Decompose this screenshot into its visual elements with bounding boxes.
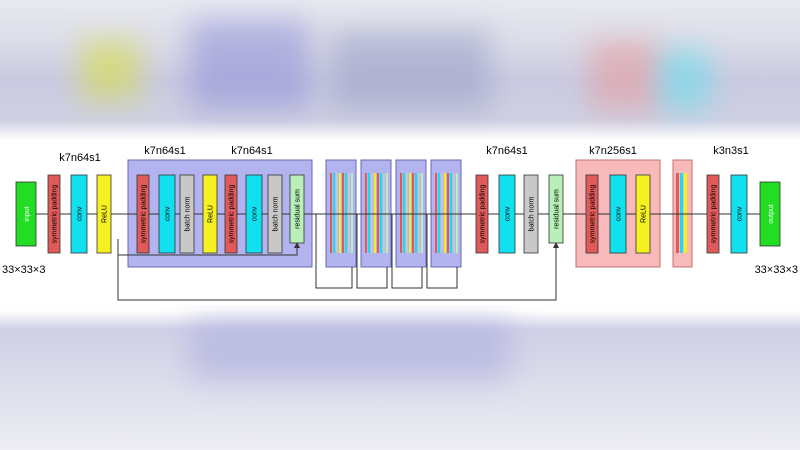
layer-relu: ReLU bbox=[96, 174, 112, 254]
svg-text:batch norm: batch norm bbox=[185, 196, 192, 231]
layer-batch-norm: batch norm bbox=[267, 174, 283, 254]
background-blob bbox=[80, 40, 140, 100]
layer-padding: symmetric padding bbox=[47, 174, 61, 254]
skip-connection bbox=[315, 214, 353, 289]
layer-conv: conv bbox=[730, 174, 748, 254]
svg-text:conv: conv bbox=[616, 206, 623, 221]
network-diagram: input symmetric padding conv ReLU symmet… bbox=[2, 145, 798, 301]
layer-input: input bbox=[15, 181, 37, 247]
diagram-panel: input symmetric padding conv ReLU symmet… bbox=[0, 143, 800, 305]
input-shape-label: 33×33×3 bbox=[2, 264, 45, 276]
background-blob bbox=[330, 30, 490, 110]
layer-residual-sum: residual sum bbox=[289, 174, 305, 244]
group-label: k7n256s1 bbox=[589, 145, 637, 157]
background-blob bbox=[190, 20, 310, 110]
svg-text:symmetric padding: symmetric padding bbox=[141, 185, 148, 244]
compressed-block-stripes bbox=[330, 173, 687, 253]
skip-connection bbox=[426, 214, 458, 289]
layer-batch-norm: batch norm bbox=[523, 174, 539, 254]
layer-padding: symmetric padding bbox=[585, 174, 599, 254]
svg-text:conv: conv bbox=[252, 206, 259, 221]
svg-text:symmetric padding: symmetric padding bbox=[52, 185, 59, 244]
layer-padding: symmetric padding bbox=[224, 174, 238, 254]
svg-text:ReLU: ReLU bbox=[102, 205, 109, 223]
svg-text:residual sum: residual sum bbox=[554, 189, 561, 229]
layer-conv: conv bbox=[70, 174, 88, 254]
layer-residual-sum: residual sum bbox=[548, 174, 564, 244]
background-blob bbox=[590, 40, 660, 110]
output-shape-label: 33×33×3 bbox=[755, 264, 798, 276]
layer-conv: conv bbox=[158, 174, 176, 254]
svg-text:residual sum: residual sum bbox=[295, 189, 302, 229]
layer-padding: symmetric padding bbox=[136, 174, 150, 254]
layer-conv: conv bbox=[245, 174, 263, 254]
group-label: k3n3s1 bbox=[713, 145, 748, 157]
layer-conv: conv bbox=[498, 174, 516, 254]
svg-text:batch norm: batch norm bbox=[273, 196, 280, 231]
svg-text:symmetric padding: symmetric padding bbox=[480, 185, 487, 244]
svg-text:conv: conv bbox=[505, 206, 512, 221]
skip-connection bbox=[117, 242, 559, 301]
svg-text:conv: conv bbox=[77, 206, 84, 221]
layer-padding: symmetric padding bbox=[475, 174, 489, 254]
layer-conv: conv bbox=[609, 174, 627, 254]
svg-text:ReLU: ReLU bbox=[641, 205, 648, 223]
background-blob bbox=[660, 50, 710, 110]
layer-relu: ReLU bbox=[202, 174, 218, 254]
svg-text:conv: conv bbox=[737, 206, 744, 221]
skip-connection bbox=[391, 214, 423, 289]
skip-connection bbox=[117, 239, 300, 256]
group-label: k7n64s1 bbox=[486, 145, 528, 157]
svg-text:symmetric padding: symmetric padding bbox=[711, 185, 718, 244]
svg-text:symmetric padding: symmetric padding bbox=[590, 185, 597, 244]
svg-text:batch norm: batch norm bbox=[529, 196, 536, 231]
svg-text:input: input bbox=[24, 206, 31, 221]
svg-text:ReLU: ReLU bbox=[208, 205, 215, 223]
svg-text:output: output bbox=[768, 204, 775, 224]
background-blob bbox=[190, 320, 510, 380]
group-label: k7n64s1 bbox=[231, 145, 273, 157]
layer-batch-norm: batch norm bbox=[179, 174, 195, 254]
layer-output: output bbox=[759, 181, 781, 247]
layer-relu: ReLU bbox=[635, 174, 651, 254]
layer-padding: symmetric padding bbox=[706, 174, 720, 254]
group-label: k7n64s1 bbox=[59, 152, 101, 164]
group-label: k7n64s1 bbox=[144, 145, 186, 157]
svg-text:symmetric padding: symmetric padding bbox=[229, 185, 236, 244]
svg-text:conv: conv bbox=[165, 206, 172, 221]
skip-connection bbox=[356, 214, 388, 289]
